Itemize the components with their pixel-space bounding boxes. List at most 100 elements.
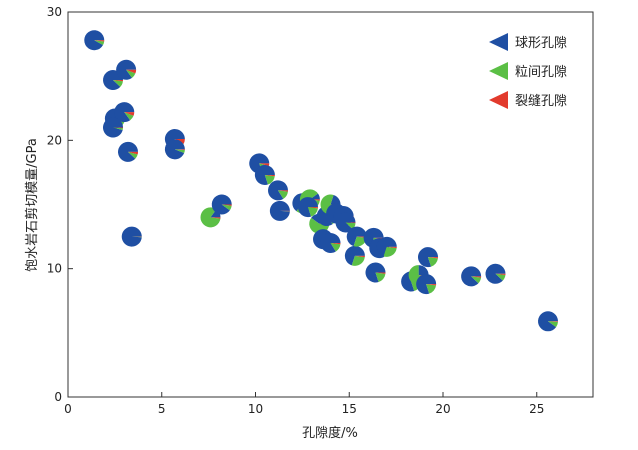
x-tick-label: 20	[435, 402, 450, 416]
pie-slice	[124, 112, 135, 116]
pie-slice	[330, 194, 341, 205]
pie-slice	[428, 257, 438, 259]
pie-slice	[386, 246, 397, 249]
pie-slice	[113, 80, 123, 82]
pie-slice	[426, 284, 437, 294]
pie-slice	[346, 226, 367, 247]
pie-slice	[249, 153, 270, 174]
legend-marker	[489, 91, 508, 109]
pie-slice	[298, 197, 318, 218]
pie-slice	[174, 149, 185, 153]
pie-slice	[221, 204, 232, 206]
pie-slice	[131, 236, 142, 238]
data-point	[418, 247, 438, 268]
pie-slice	[128, 151, 138, 159]
pie-slice	[351, 255, 365, 266]
legend-label: 球形孔隙	[515, 36, 567, 51]
pie-slice	[365, 262, 386, 283]
pie-slice	[308, 207, 318, 209]
data-point	[461, 266, 482, 287]
data-point	[485, 263, 506, 284]
pie-slice	[426, 284, 437, 286]
x-tick-label: 10	[248, 402, 263, 416]
y-tick-label: 0	[54, 390, 62, 404]
pie-slice	[495, 273, 506, 281]
pie-slice	[124, 112, 134, 121]
x-axis-ticks: 0 5 10 15 20 25	[64, 392, 544, 416]
pie-slice	[94, 40, 105, 46]
y-tick-label: 30	[47, 5, 62, 19]
x-tick-label: 0	[64, 402, 72, 416]
data-point	[118, 141, 138, 162]
pie-slice	[383, 246, 397, 257]
pie-slice	[416, 274, 437, 295]
pie-slice	[278, 190, 288, 199]
pie-slice	[353, 236, 367, 247]
pie-slice	[279, 210, 290, 212]
pie-slice	[375, 272, 386, 274]
pie-slice	[320, 233, 341, 254]
data-point	[320, 233, 341, 254]
data-point	[269, 200, 290, 221]
x-tick-label: 15	[342, 402, 357, 416]
plot-frame	[67, 11, 594, 398]
data-point	[298, 197, 318, 218]
x-axis-label: 孔隙度/%	[302, 425, 358, 441]
legend-marker	[489, 62, 508, 80]
data-point	[538, 311, 558, 332]
pie-slice	[335, 212, 356, 233]
data-point	[121, 226, 142, 247]
pie-slice	[221, 204, 232, 211]
pie-markers	[84, 30, 558, 332]
pie-slice	[126, 69, 136, 78]
pie-slice	[471, 276, 482, 278]
pie-slice	[113, 80, 123, 87]
legend-swatch	[489, 33, 508, 51]
data-point	[114, 102, 135, 123]
pie-slice	[376, 236, 397, 257]
pie-slice	[354, 255, 365, 258]
data-point	[268, 180, 289, 201]
y-tick-label: 20	[47, 133, 62, 147]
data-point	[116, 59, 137, 80]
pie-slice	[210, 217, 221, 219]
pie-slice	[264, 174, 275, 177]
pie-slice	[309, 193, 320, 200]
data-point	[344, 245, 365, 266]
data-point	[416, 274, 437, 295]
pie-slice	[375, 272, 386, 283]
pie-slice	[174, 149, 185, 150]
y-axis-ticks: 0 10 20 30	[47, 5, 73, 404]
pie-slice	[330, 243, 341, 245]
y-axis-label: 饱水岩石剪切模量/GPa	[24, 138, 40, 272]
data-point	[84, 30, 105, 51]
pie-slice	[211, 194, 232, 215]
pie-slice	[84, 30, 105, 51]
pie-slice	[308, 207, 318, 217]
pie-slice	[113, 127, 123, 130]
data-point	[376, 236, 397, 257]
pie-slice	[94, 40, 105, 42]
pie-slice	[485, 263, 506, 284]
data-point	[254, 164, 275, 185]
pie-slice	[113, 127, 123, 129]
pie-slice	[344, 245, 365, 266]
pie-slice	[114, 102, 135, 123]
pie-slice	[278, 190, 289, 192]
pie-slice	[428, 257, 438, 267]
legend-swatch	[489, 91, 508, 109]
data-point	[365, 262, 386, 283]
pie-slice	[128, 151, 138, 155]
pie-slice	[126, 69, 137, 74]
data-point	[103, 117, 123, 138]
pie-slice	[200, 207, 221, 228]
pie-slice	[164, 139, 185, 160]
pie-slice	[264, 174, 275, 185]
x-tick-label: 5	[158, 402, 166, 416]
x-tick-label: 25	[529, 402, 544, 416]
pie-slice	[121, 226, 142, 247]
legend-marker	[489, 33, 508, 51]
pie-slice	[495, 273, 506, 276]
legend-label: 粒间孔隙	[515, 65, 567, 80]
